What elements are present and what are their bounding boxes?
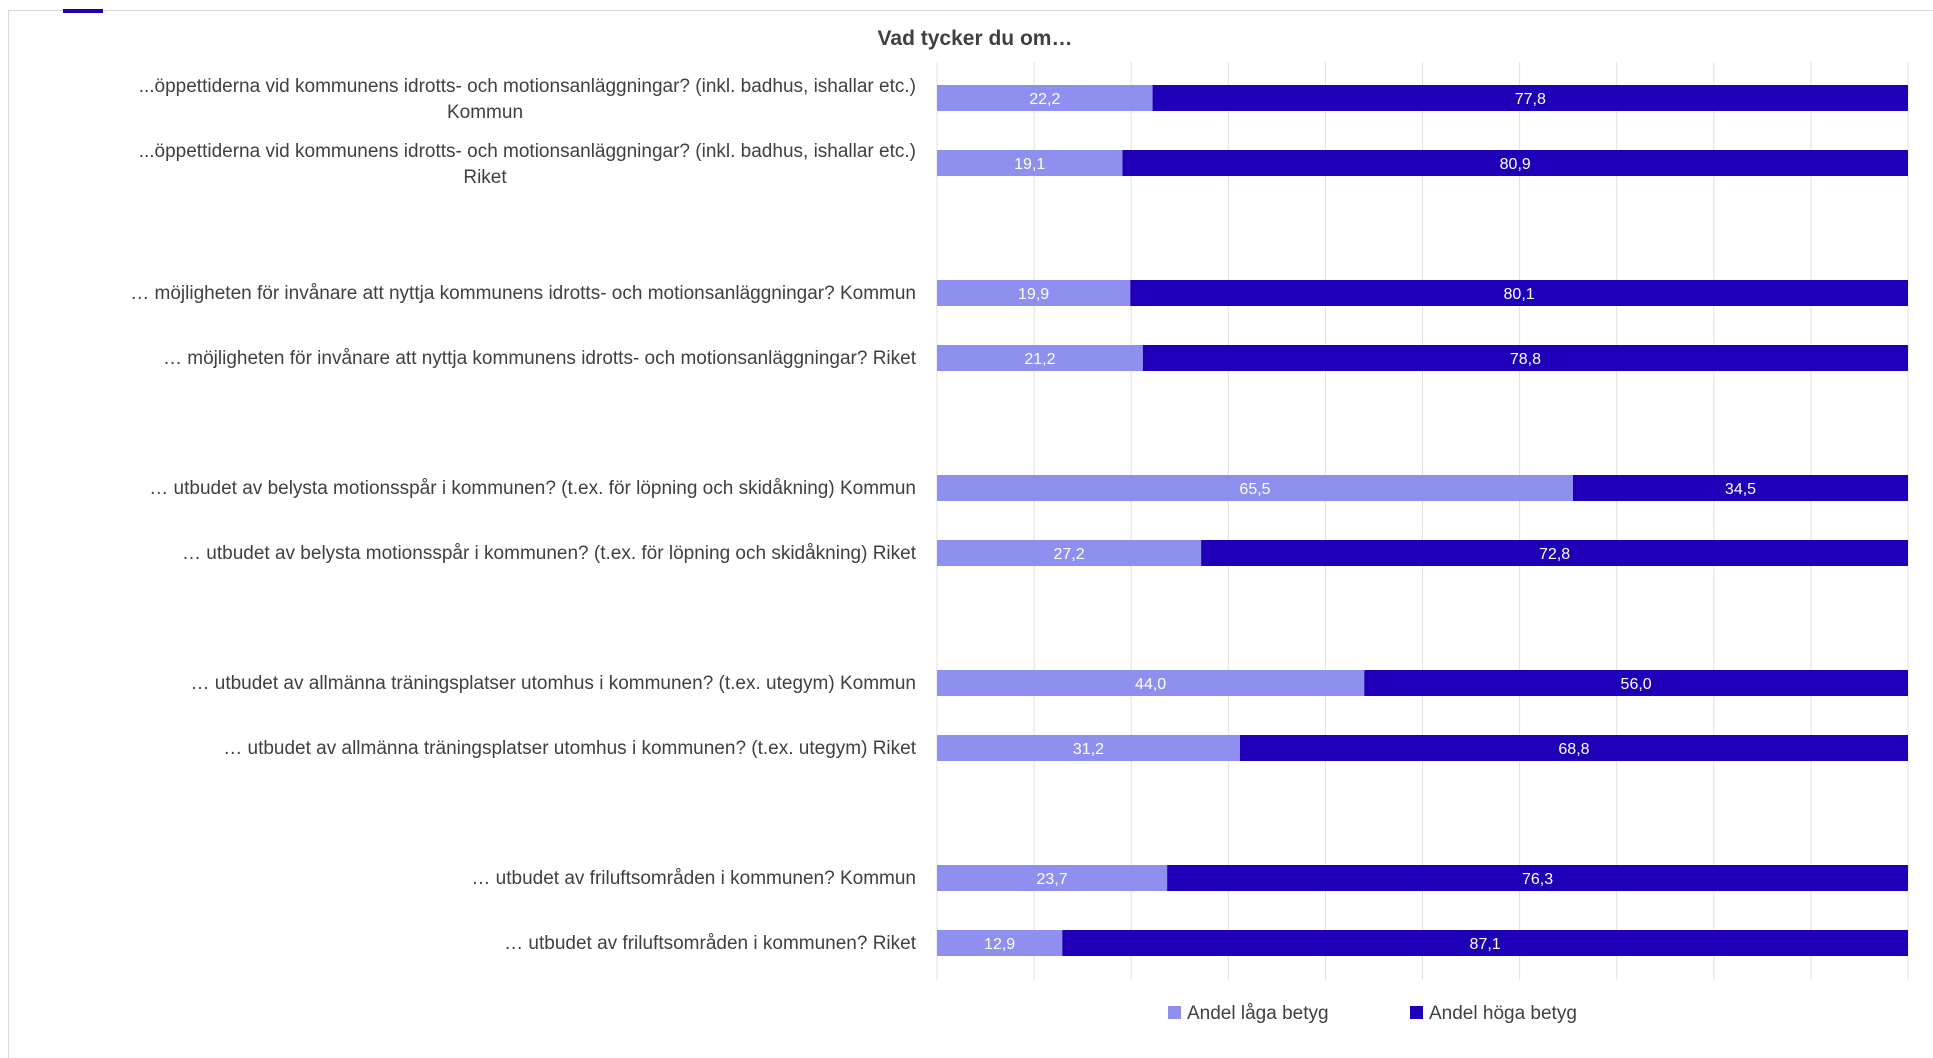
category-label: … utbudet av friluftsområden i kommunen?…	[471, 868, 916, 889]
bar-high-segment	[1201, 540, 1908, 566]
category-label: … möjligheten för invånare att nyttja ko…	[163, 348, 917, 369]
bar-value-label: 65,5	[1239, 481, 1270, 498]
bar-high-segment	[1239, 735, 1908, 761]
bar-value-label: 19,1	[1014, 156, 1045, 173]
bar-value-label: 34,5	[1725, 481, 1756, 498]
chart-title: Vad tycker du om…	[878, 27, 1073, 50]
bar-low-segment	[937, 345, 1143, 371]
legend-swatch	[1410, 1006, 1423, 1019]
category-label: … utbudet av allmänna träningsplatser ut…	[190, 673, 916, 694]
bar-value-label: 72,8	[1539, 546, 1570, 563]
category-label: ...öppettiderna vid kommunens idrotts- o…	[139, 141, 916, 162]
bar-value-label: 80,9	[1500, 156, 1531, 173]
bar-value-label: 80,1	[1504, 286, 1535, 303]
category-label-suffix: Kommun	[447, 102, 523, 123]
bar-value-label: 77,8	[1515, 91, 1546, 108]
top-accent-mark	[63, 9, 103, 13]
bar-high-segment	[1573, 475, 1908, 501]
bar-value-label: 68,8	[1558, 741, 1589, 758]
bar-value-label: 19,9	[1018, 286, 1049, 303]
bar-value-label: 21,2	[1024, 351, 1055, 368]
bar-high-segment	[1122, 150, 1908, 176]
category-label-suffix: Riket	[463, 167, 507, 188]
bar-value-label: 76,3	[1522, 871, 1553, 888]
legend: Andel låga betyg Andel höga betyg	[1168, 1003, 1577, 1024]
bar-high-segment	[1152, 85, 1908, 111]
bar-high-segment	[1167, 865, 1908, 891]
category-label: … utbudet av belysta motionsspår i kommu…	[149, 478, 916, 499]
grid-layer	[936, 62, 1909, 980]
bar-low-segment	[937, 475, 1574, 501]
bar-low-segment	[937, 540, 1202, 566]
bar-value-label: 23,7	[1036, 871, 1067, 888]
category-label: … möjligheten för invånare att nyttja ko…	[130, 283, 916, 304]
bar-low-segment	[937, 150, 1123, 176]
category-label: … utbudet av allmänna träningsplatser ut…	[223, 738, 916, 759]
bar-value-label: 56,0	[1621, 676, 1652, 693]
category-labels: ...öppettiderna vid kommunens idrotts- o…	[130, 76, 916, 954]
bar-high-segment	[1142, 345, 1908, 371]
bar-value-label: 22,2	[1029, 91, 1060, 108]
bar-low-segment	[937, 865, 1168, 891]
category-label: … utbudet av friluftsområden i kommunen?…	[504, 933, 917, 954]
bar-high-segment	[1062, 930, 1908, 956]
bar-value-label: 78,8	[1510, 351, 1541, 368]
bars-layer: 22,2 77,8 19,1 80,9 19,9 80,1 21,2 78,8 65,5 34,5…	[937, 85, 1908, 956]
bar-low-segment	[937, 735, 1240, 761]
legend-label: Andel höga betyg	[1429, 1003, 1577, 1024]
legend-label: Andel låga betyg	[1187, 1003, 1329, 1024]
bar-high-segment	[1364, 670, 1908, 696]
bar-value-label: 12,9	[984, 936, 1015, 953]
bar-value-label: 87,1	[1470, 936, 1501, 953]
category-label: … utbudet av belysta motionsspår i kommu…	[182, 543, 917, 564]
bar-low-segment	[937, 930, 1063, 956]
bar-low-segment	[937, 280, 1131, 306]
category-label: ...öppettiderna vid kommunens idrotts- o…	[139, 76, 916, 97]
bar-value-label: 27,2	[1053, 546, 1084, 563]
bar-low-segment	[937, 670, 1365, 696]
legend-swatch	[1168, 1006, 1181, 1019]
bar-high-segment	[1130, 280, 1908, 306]
bar-low-segment	[937, 85, 1153, 111]
bar-value-label: 44,0	[1135, 676, 1166, 693]
bar-value-label: 31,2	[1073, 741, 1104, 758]
